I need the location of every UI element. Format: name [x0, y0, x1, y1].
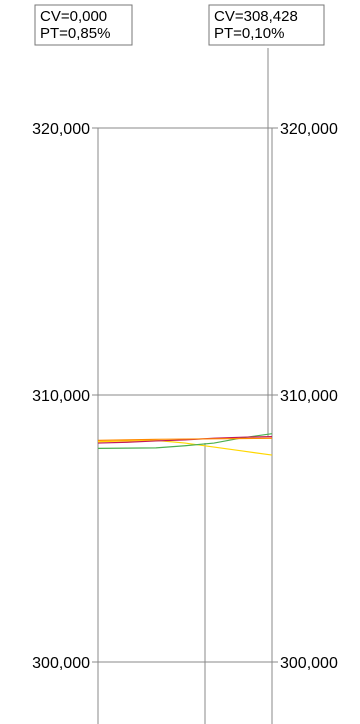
y-tick-label-right: 310,000 — [280, 388, 338, 405]
series-line-3 — [97, 437, 273, 441]
annotation-pt-text: PT=0,85% — [40, 25, 110, 42]
y-tick-label-left: 310,000 — [32, 388, 90, 405]
series-line-2 — [97, 436, 273, 444]
series-layer — [97, 433, 273, 456]
y-tick-label-right: 320,000 — [280, 121, 338, 138]
tick-labels: 300,000 300,000 310,000 310,000 320,000 320,0… — [32, 121, 338, 672]
annotation-cv-text: CV=0,000 — [40, 8, 107, 25]
y-tick-label-right: 300,000 — [280, 655, 338, 672]
annotation-box-1 — [208, 4, 325, 46]
chart-frame — [97, 48, 273, 724]
grid — [92, 127, 278, 663]
annotation-pt-text: PT=0,10% — [214, 25, 284, 42]
y-tick-label-left: 300,000 — [32, 655, 90, 672]
y-tick-label-left: 320,000 — [32, 121, 90, 138]
annotation-box-0 — [34, 4, 133, 46]
annotation-cv-text: CV=308,428 — [214, 8, 298, 25]
series-line-0 — [97, 439, 273, 456]
